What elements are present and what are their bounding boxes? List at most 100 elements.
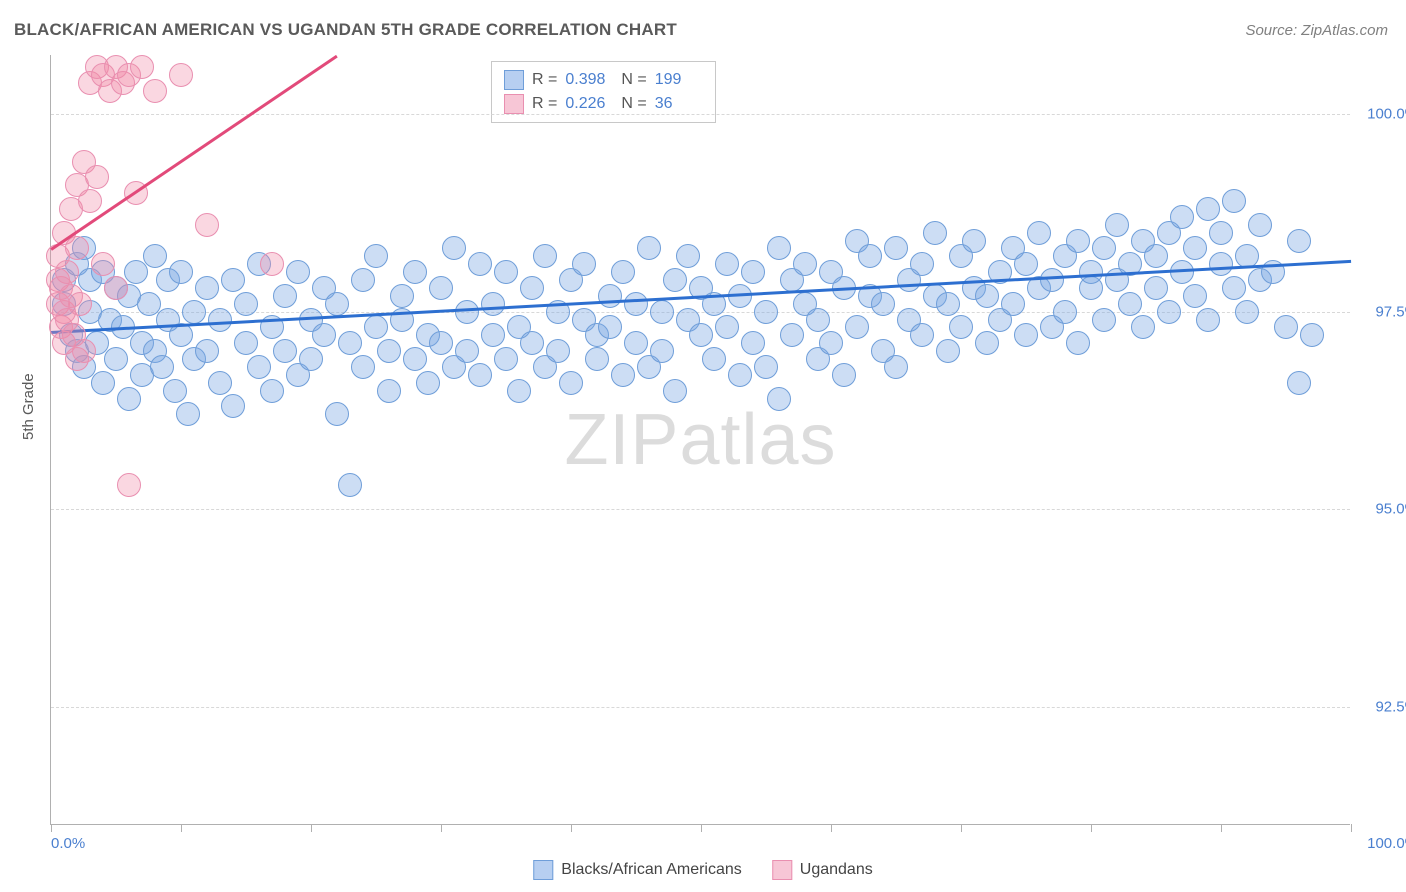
scatter-point-blacks <box>91 371 115 395</box>
x-tick <box>1351 824 1352 832</box>
scatter-point-blacks <box>1066 229 1090 253</box>
x-min-label: 0.0% <box>51 835 85 852</box>
scatter-point-blacks <box>1170 260 1194 284</box>
scatter-point-blacks <box>1092 308 1116 332</box>
source-attribution: Source: ZipAtlas.com <box>1245 22 1388 39</box>
watermark-thin: atlas <box>679 400 836 480</box>
x-tick <box>571 824 572 832</box>
scatter-point-blacks <box>163 379 187 403</box>
scatter-point-blacks <box>1209 252 1233 276</box>
scatter-point-blacks <box>910 252 934 276</box>
scatter-point-blacks <box>637 236 661 260</box>
swatch-blacks <box>504 70 524 90</box>
r-value-blacks: 0.398 <box>565 68 613 92</box>
scatter-point-blacks <box>1196 197 1220 221</box>
scatter-point-ugandans <box>65 236 89 260</box>
scatter-point-blacks <box>715 252 739 276</box>
scatter-point-blacks <box>598 315 622 339</box>
scatter-point-ugandans <box>104 276 128 300</box>
gridline <box>51 509 1350 510</box>
y-tick-label: 95.0% <box>1358 501 1406 518</box>
scatter-point-blacks <box>1053 300 1077 324</box>
x-tick <box>51 824 52 832</box>
scatter-point-blacks <box>975 331 999 355</box>
legend-label-ugandans: Ugandans <box>800 861 873 879</box>
scatter-point-ugandans <box>130 55 154 79</box>
scatter-point-blacks <box>208 308 232 332</box>
scatter-point-blacks <box>377 379 401 403</box>
y-tick-label: 92.5% <box>1358 698 1406 715</box>
scatter-point-blacks <box>150 355 174 379</box>
scatter-point-blacks <box>481 292 505 316</box>
scatter-point-blacks <box>247 355 271 379</box>
scatter-point-blacks <box>819 331 843 355</box>
scatter-point-blacks <box>1027 221 1051 245</box>
scatter-point-ugandans <box>91 252 115 276</box>
scatter-point-blacks <box>975 284 999 308</box>
scatter-point-blacks <box>494 260 518 284</box>
scatter-point-blacks <box>1183 236 1207 260</box>
scatter-point-blacks <box>741 260 765 284</box>
scatter-point-blacks <box>546 339 570 363</box>
scatter-point-blacks <box>520 331 544 355</box>
scatter-point-blacks <box>728 363 752 387</box>
scatter-point-blacks <box>273 284 297 308</box>
x-max-label: 100.0% <box>1367 835 1406 852</box>
scatter-point-blacks <box>611 260 635 284</box>
plot-area: ZIPatlas R = 0.398 N = 199 R = 0.226 N =… <box>50 55 1350 825</box>
scatter-point-blacks <box>429 331 453 355</box>
scatter-point-blacks <box>221 394 245 418</box>
scatter-point-blacks <box>1157 300 1181 324</box>
scatter-point-ugandans <box>68 292 92 316</box>
x-tick <box>311 824 312 832</box>
r-value-ugandans: 0.226 <box>565 92 613 116</box>
scatter-point-blacks <box>871 292 895 316</box>
scatter-point-blacks <box>767 236 791 260</box>
scatter-point-blacks <box>169 323 193 347</box>
scatter-point-blacks <box>585 347 609 371</box>
scatter-point-blacks <box>273 339 297 363</box>
r-label: R = <box>532 68 557 92</box>
scatter-point-blacks <box>884 355 908 379</box>
scatter-point-blacks <box>624 292 648 316</box>
scatter-point-blacks <box>325 292 349 316</box>
scatter-point-blacks <box>260 379 284 403</box>
scatter-point-blacks <box>429 276 453 300</box>
scatter-point-blacks <box>559 371 583 395</box>
scatter-point-blacks <box>169 260 193 284</box>
gridline <box>51 707 1350 708</box>
scatter-point-blacks <box>390 284 414 308</box>
scatter-point-blacks <box>741 331 765 355</box>
watermark-bold: ZIP <box>564 400 679 480</box>
scatter-point-ugandans <box>195 213 219 237</box>
scatter-point-blacks <box>910 323 934 347</box>
scatter-point-blacks <box>1170 205 1194 229</box>
scatter-point-blacks <box>1183 284 1207 308</box>
scatter-point-blacks <box>286 260 310 284</box>
scatter-point-blacks <box>754 300 778 324</box>
n-value-blacks: 199 <box>655 68 703 92</box>
scatter-point-blacks <box>949 315 973 339</box>
scatter-point-blacks <box>1092 236 1116 260</box>
scatter-point-blacks <box>663 268 687 292</box>
scatter-point-blacks <box>1144 244 1168 268</box>
swatch-ugandans <box>772 860 792 880</box>
scatter-point-blacks <box>176 402 200 426</box>
n-label: N = <box>621 68 646 92</box>
swatch-blacks <box>533 860 553 880</box>
scatter-point-blacks <box>1222 276 1246 300</box>
swatch-ugandans <box>504 94 524 114</box>
scatter-point-blacks <box>1222 189 1246 213</box>
scatter-point-blacks <box>455 339 479 363</box>
scatter-point-blacks <box>611 363 635 387</box>
scatter-point-ugandans <box>78 189 102 213</box>
scatter-point-blacks <box>1014 323 1038 347</box>
scatter-point-blacks <box>1001 292 1025 316</box>
scatter-point-blacks <box>1209 221 1233 245</box>
scatter-point-blacks <box>715 315 739 339</box>
scatter-point-blacks <box>1040 268 1064 292</box>
scatter-point-blacks <box>1235 300 1259 324</box>
scatter-point-blacks <box>520 276 544 300</box>
scatter-point-blacks <box>1274 315 1298 339</box>
legend-label-blacks: Blacks/African Americans <box>561 861 742 879</box>
